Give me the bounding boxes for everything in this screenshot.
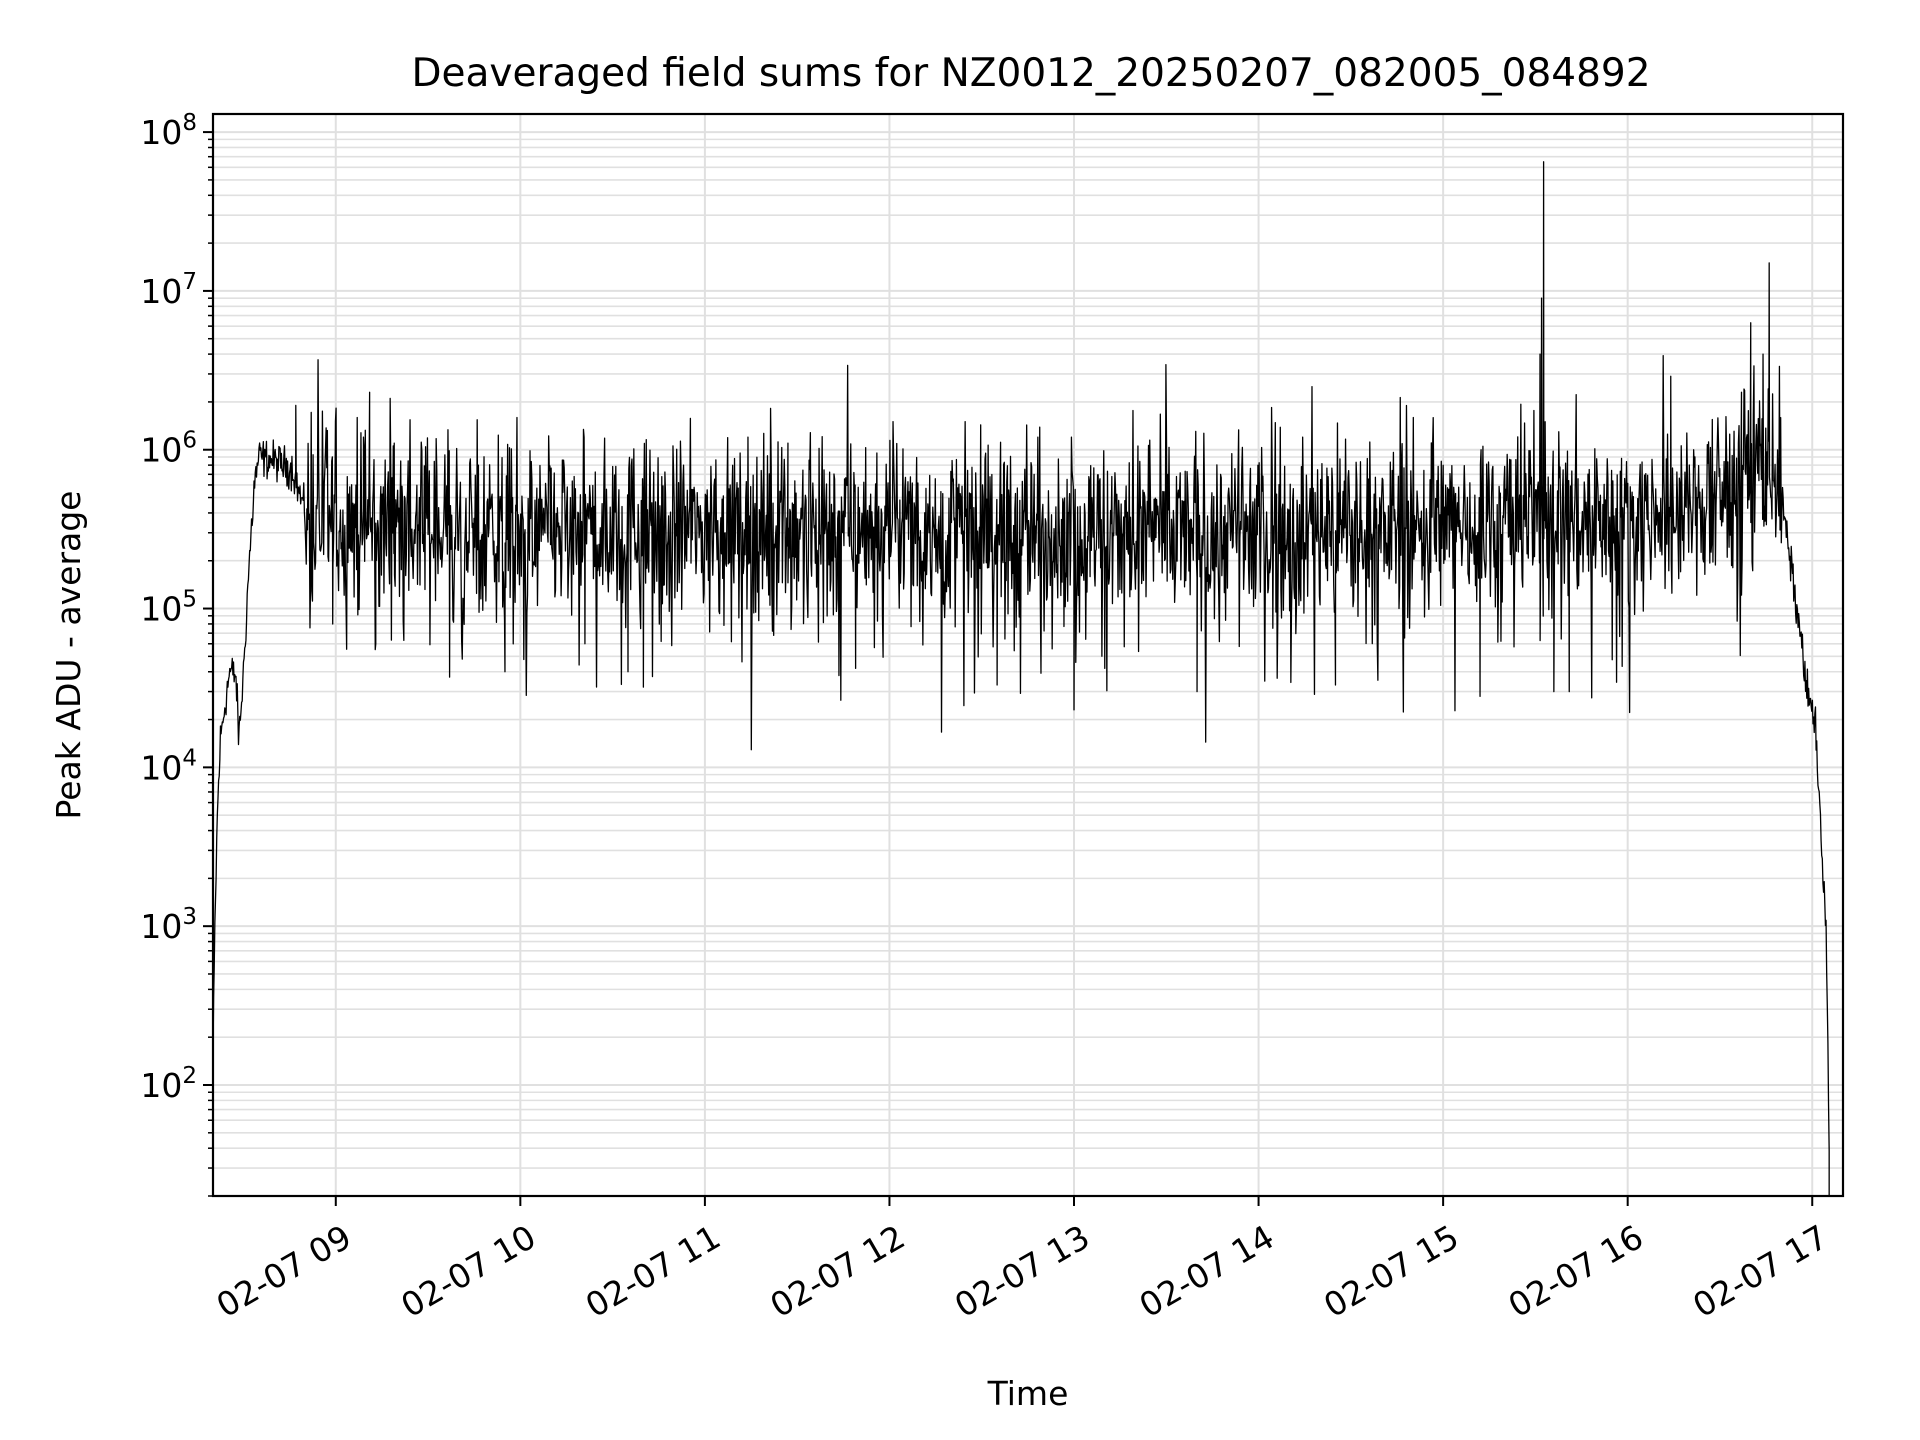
y-axis-label: Peak ADU - average: [49, 491, 88, 820]
chart-title: Deaveraged field sums for NZ0012_2025020…: [411, 51, 1650, 96]
grid: [213, 114, 1843, 1197]
y-tick-label: 103: [140, 904, 197, 946]
y-tick-label: 104: [140, 745, 197, 787]
plot-frame: [211, 112, 1845, 1198]
y-axis-ticks: 102 103 104 105 106 107 108: [140, 110, 213, 1197]
y-tick-label: 105: [140, 587, 197, 629]
series-line: [212, 161, 1830, 1197]
y-tick-label: 108: [140, 110, 197, 152]
x-axis-label: Time: [987, 1374, 1069, 1413]
y-tick-label: 107: [140, 269, 197, 311]
y-tick-label: 102: [140, 1063, 197, 1105]
y-tick-label: 106: [140, 428, 197, 470]
data-line: [212, 161, 1830, 1197]
